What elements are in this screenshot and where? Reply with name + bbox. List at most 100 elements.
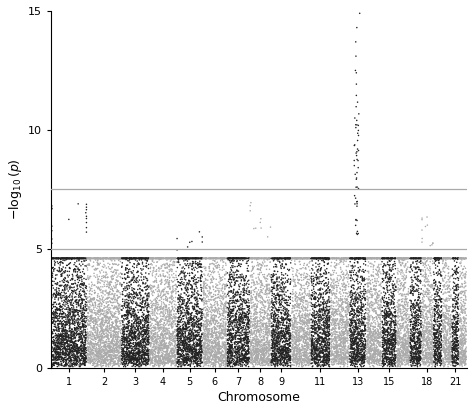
Point: [351, 355, 359, 361]
Point: [54, 356, 61, 363]
Point: [382, 354, 389, 361]
Point: [343, 322, 351, 329]
Point: [402, 255, 410, 262]
Point: [274, 336, 282, 342]
Point: [192, 255, 200, 262]
Point: [237, 291, 244, 298]
Point: [298, 294, 305, 301]
Point: [295, 331, 303, 337]
Point: [322, 356, 330, 363]
Point: [450, 331, 458, 338]
Point: [445, 349, 452, 356]
Point: [218, 315, 226, 322]
Point: [228, 332, 236, 338]
Point: [172, 344, 180, 351]
Point: [201, 352, 209, 359]
Point: [370, 255, 377, 262]
Point: [454, 354, 461, 361]
Point: [369, 307, 376, 314]
Point: [462, 305, 470, 312]
Point: [385, 255, 392, 262]
Point: [189, 263, 196, 269]
Point: [111, 324, 118, 330]
Point: [67, 306, 74, 312]
Point: [444, 354, 452, 360]
Point: [441, 361, 449, 367]
Point: [437, 314, 444, 321]
Point: [175, 328, 182, 335]
Point: [249, 358, 256, 365]
Point: [306, 311, 313, 317]
Point: [403, 296, 411, 302]
Point: [313, 311, 320, 317]
Point: [266, 351, 273, 358]
Point: [368, 360, 375, 367]
Point: [113, 360, 121, 367]
Point: [431, 349, 439, 356]
Point: [112, 317, 119, 323]
Point: [315, 325, 323, 332]
Point: [172, 314, 180, 321]
Point: [65, 268, 73, 275]
Point: [296, 346, 303, 352]
Point: [375, 360, 383, 367]
Point: [146, 354, 154, 360]
Point: [101, 344, 109, 350]
Point: [283, 338, 291, 344]
Point: [320, 255, 328, 262]
Point: [101, 319, 109, 326]
Point: [229, 330, 237, 337]
Point: [407, 306, 415, 313]
Point: [196, 333, 204, 340]
Point: [399, 321, 406, 327]
Point: [112, 321, 120, 328]
Point: [245, 348, 252, 354]
Point: [131, 286, 138, 293]
Point: [114, 343, 122, 350]
Point: [460, 320, 468, 326]
Point: [54, 351, 62, 357]
Point: [354, 352, 361, 358]
Point: [99, 329, 106, 335]
Point: [339, 347, 347, 353]
Point: [222, 361, 229, 368]
Point: [422, 304, 430, 311]
Point: [228, 355, 236, 362]
Point: [282, 356, 290, 363]
Point: [365, 344, 373, 351]
Point: [292, 363, 300, 369]
Point: [374, 278, 381, 284]
Point: [385, 340, 392, 347]
Point: [402, 350, 410, 357]
Point: [293, 359, 301, 366]
Point: [356, 297, 364, 303]
Point: [49, 265, 56, 271]
Point: [153, 343, 161, 349]
Point: [286, 255, 293, 262]
Point: [128, 330, 136, 337]
Point: [265, 346, 273, 352]
Point: [176, 363, 184, 369]
Point: [104, 358, 111, 364]
Point: [310, 255, 317, 262]
Point: [136, 290, 143, 296]
Point: [291, 347, 299, 353]
Point: [370, 332, 378, 339]
Point: [130, 261, 138, 267]
Point: [341, 334, 348, 340]
Point: [153, 298, 160, 304]
Point: [153, 358, 161, 365]
Point: [271, 343, 278, 350]
Point: [137, 358, 145, 365]
Point: [149, 349, 156, 356]
Point: [124, 305, 131, 311]
Point: [374, 294, 382, 301]
Point: [333, 294, 340, 300]
Point: [417, 255, 425, 262]
Point: [91, 363, 99, 370]
Point: [311, 327, 319, 334]
Point: [147, 305, 155, 311]
Point: [321, 335, 328, 342]
Point: [88, 336, 96, 343]
Point: [142, 327, 150, 333]
